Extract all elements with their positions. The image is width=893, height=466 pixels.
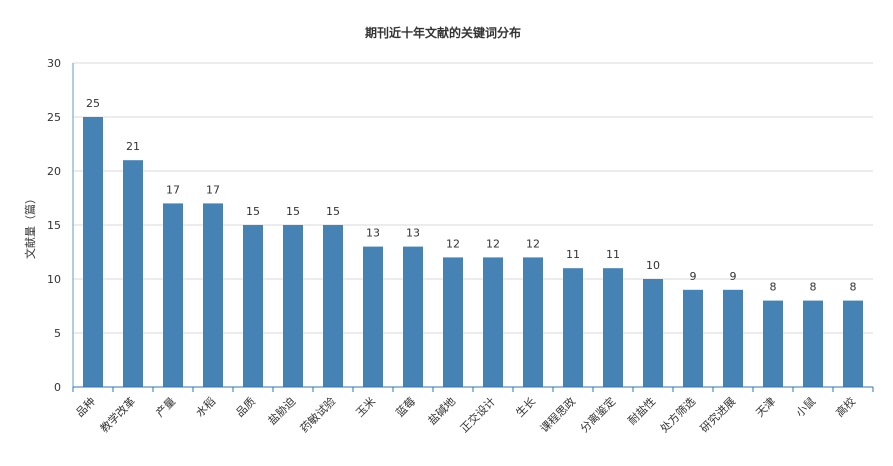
x-tick-label-9: 盐碱地: [426, 395, 459, 428]
x-tick-label-4: 品质: [233, 395, 258, 420]
bar-4: [243, 225, 263, 387]
x-tick-label-10: 正交设计: [457, 394, 498, 435]
bar-5: [283, 225, 303, 387]
data-label-11: 12: [526, 237, 540, 250]
y-tick-label-1: 5: [54, 327, 61, 340]
y-tick-label-2: 10: [47, 273, 61, 286]
x-tick-label-11: 生长: [513, 394, 538, 419]
gridlines: [73, 62, 873, 334]
data-label-8: 13: [406, 227, 420, 240]
bar-9: [443, 257, 463, 387]
bar-11: [523, 257, 543, 387]
data-label-2: 17: [166, 183, 180, 196]
y-tick-label-5: 25: [47, 111, 61, 124]
data-label-13: 11: [606, 248, 620, 261]
x-tick-label-8: 蓝莓: [393, 395, 418, 420]
x-tick-label-15: 处方筛选: [657, 394, 698, 435]
bar-14: [643, 279, 663, 387]
data-label-6: 15: [326, 205, 340, 218]
x-tick-label-18: 小鼠: [793, 394, 818, 419]
bar-12: [563, 268, 583, 387]
data-label-3: 17: [206, 183, 220, 196]
x-tick-label-7: 玉米: [353, 395, 378, 420]
y-tick-label-3: 15: [47, 219, 61, 232]
data-label-0: 25: [86, 97, 100, 110]
data-label-19: 8: [850, 281, 857, 294]
x-tick-label-2: 产量: [153, 394, 178, 419]
bar-19: [843, 300, 863, 387]
chart-title: 期刊近十年文献的关键词分布: [365, 25, 521, 40]
x-tick-label-19: 高校: [833, 394, 858, 419]
data-label-17: 8: [770, 281, 777, 294]
bar-13: [603, 268, 623, 387]
data-label-1: 21: [126, 140, 140, 153]
data-label-9: 12: [446, 237, 460, 250]
y-tick-label-4: 20: [47, 165, 61, 178]
x-tick-label-1: 教学改革: [97, 394, 138, 435]
data-label-4: 15: [246, 205, 260, 218]
x-tick-label-12: 课程思政: [537, 394, 578, 435]
x-tick-label-5: 盐胁迫: [265, 394, 298, 427]
x-tick-label-0: 品种: [73, 394, 98, 419]
data-label-7: 13: [366, 227, 380, 240]
bar-16: [723, 289, 743, 387]
data-label-14: 10: [646, 259, 660, 272]
y-axis-label: 文献量（篇）: [23, 193, 37, 259]
bar-8: [403, 246, 423, 387]
x-tick-label-6: 药敏试验: [297, 394, 338, 435]
x-tick-label-16: 研究进展: [697, 394, 738, 435]
x-tick-label-17: 天津: [753, 395, 778, 420]
x-tick-label-3: 水稻: [193, 395, 218, 420]
bar-1: [123, 160, 143, 387]
bar-3: [203, 203, 223, 387]
data-label-18: 8: [810, 281, 817, 294]
data-label-5: 15: [286, 205, 300, 218]
data-label-15: 9: [690, 270, 697, 283]
data-label-10: 12: [486, 237, 500, 250]
bar-10: [483, 257, 503, 387]
bar-0: [83, 117, 103, 387]
y-tick-label-0: 0: [54, 381, 61, 394]
bar-2: [163, 203, 183, 387]
bar-17: [763, 300, 783, 387]
data-labels: 25 21 17 17 15 15 15 13 13 12 12 12 11 11 10 9 9 8 8 8: [86, 97, 857, 294]
data-label-16: 9: [730, 270, 737, 283]
bars: [83, 117, 863, 387]
x-tick-label-13: 分离鉴定: [577, 394, 618, 435]
bar-7: [363, 246, 383, 387]
bar-18: [803, 300, 823, 387]
x-tick-label-14: 耐盐性: [625, 394, 658, 427]
bar-6: [323, 225, 343, 387]
y-tick-label-6: 30: [47, 57, 61, 70]
bar-15: [683, 289, 703, 387]
data-label-12: 11: [566, 248, 580, 261]
